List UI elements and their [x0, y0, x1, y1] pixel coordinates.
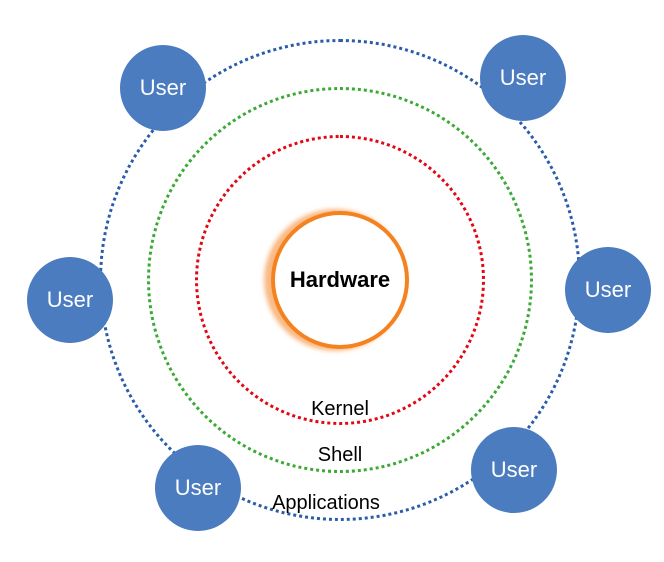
user-label: User [175, 475, 221, 501]
user-node: User [27, 257, 113, 343]
user-node: User [480, 35, 566, 121]
os-layers-diagram: Hardware Kernel Shell Applications User … [0, 0, 664, 562]
hardware-label: Hardware [290, 267, 390, 293]
ring-label-kernel: Kernel [311, 398, 369, 421]
user-label: User [47, 287, 93, 313]
ring-label-shell: Shell [318, 444, 362, 467]
user-label: User [585, 277, 631, 303]
user-node: User [155, 445, 241, 531]
user-node: User [565, 247, 651, 333]
user-node: User [120, 45, 206, 131]
user-label: User [491, 457, 537, 483]
hardware-core: Hardware [271, 211, 409, 349]
user-node: User [471, 427, 557, 513]
user-label: User [140, 75, 186, 101]
user-label: User [500, 65, 546, 91]
ring-label-applications: Applications [272, 492, 380, 515]
